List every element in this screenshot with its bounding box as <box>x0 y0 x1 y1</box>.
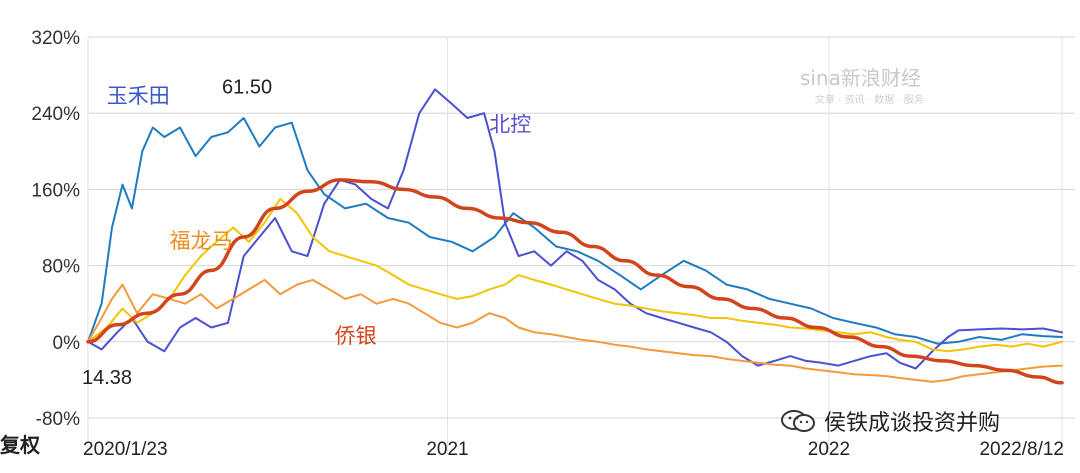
y-tick-label: 240% <box>31 104 80 125</box>
annotation-label-fulongma: 福龙马 <box>170 229 233 253</box>
series-group <box>86 88 1064 385</box>
annotation-label-peak: 61.50 <box>222 77 272 99</box>
x-tick-label: 2021 <box>426 439 468 460</box>
series-line-4 <box>87 278 1063 383</box>
y-tick-label: -80% <box>36 409 80 430</box>
adjust-label[interactable]: 复权 <box>0 429 40 458</box>
x-axis-ticks: 2020/1/23 2021 2022 2022/8/12 <box>83 439 1064 460</box>
x-tick-label: 2020/1/23 <box>83 439 168 460</box>
y-tick-label: 320% <box>31 28 80 49</box>
series-line-2 <box>87 88 1063 370</box>
y-axis-ticks: 320% 240% 160% 80% 0% -80% <box>31 28 80 430</box>
series-line-1 <box>87 117 1063 345</box>
series-line-5 <box>86 178 1064 385</box>
annotation-label-yuhetian: 玉禾田 <box>107 84 170 108</box>
watermark-sub: 文章 · 资讯 · 数据 · 服务 <box>815 93 924 106</box>
series-line-3 <box>87 197 1063 353</box>
x-tick-label: 2022 <box>808 439 850 460</box>
y-tick-label: 0% <box>53 333 81 354</box>
x-tick-label: 2022/8/12 <box>979 439 1064 460</box>
annotation-label-beikong: 北控 <box>489 113 531 137</box>
wechat-icon <box>781 410 815 432</box>
watermark: sina新浪财经 文章 · 资讯 · 数据 · 服务 <box>800 66 924 106</box>
y-tick-label: 160% <box>31 180 80 201</box>
y-tick-label: 80% <box>42 257 80 278</box>
stamp-text: 侯铁成谈投资并购 <box>824 411 1001 436</box>
annotation-label-qiaoyin: 侨银 <box>335 324 377 348</box>
grid <box>87 36 1075 455</box>
wechat-stamp: 侯铁成谈投资并购 <box>780 405 1000 437</box>
annotation-label-low: 14.38 <box>82 367 132 389</box>
watermark-brand: sina新浪财经 <box>800 66 921 90</box>
